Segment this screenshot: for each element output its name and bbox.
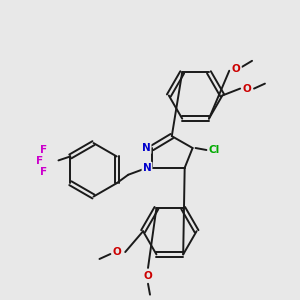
Text: O: O xyxy=(232,64,241,74)
Text: F: F xyxy=(40,167,47,177)
Text: F: F xyxy=(36,156,43,167)
Text: N: N xyxy=(142,143,150,153)
Text: O: O xyxy=(144,271,152,281)
Text: Cl: Cl xyxy=(209,145,220,155)
Text: N: N xyxy=(143,163,152,173)
Text: O: O xyxy=(243,84,251,94)
Text: O: O xyxy=(113,247,122,257)
Text: F: F xyxy=(40,146,47,155)
